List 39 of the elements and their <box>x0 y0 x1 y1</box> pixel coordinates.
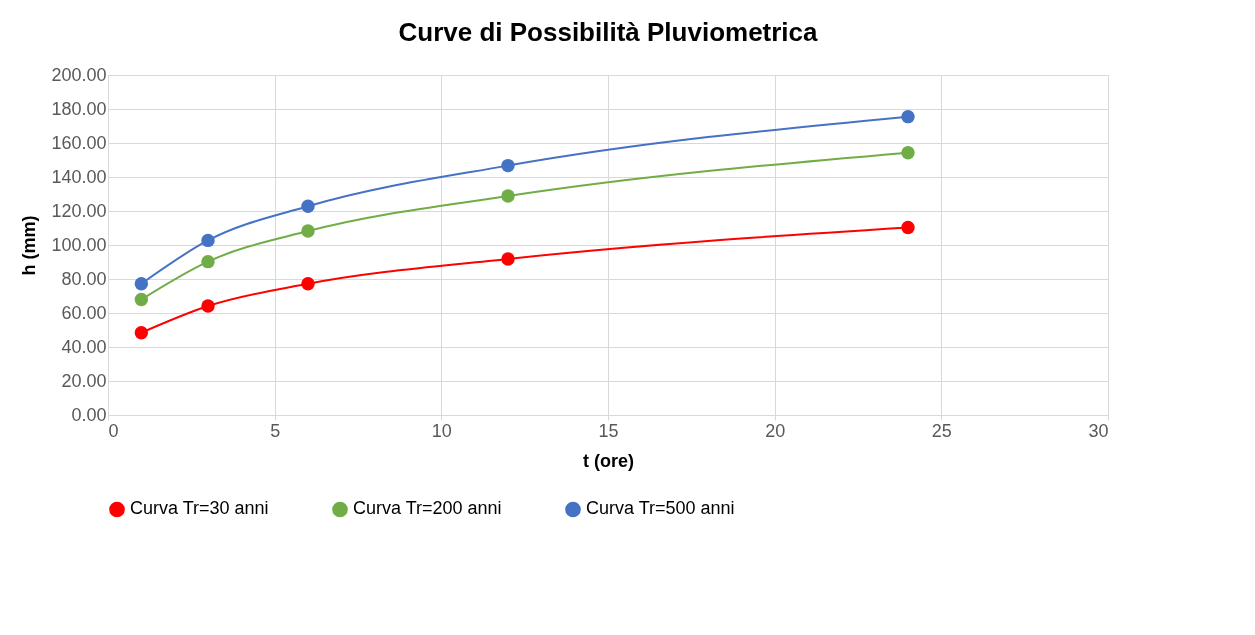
point <box>901 109 915 124</box>
y-tick-label: 60.00 <box>61 302 107 323</box>
y-tick-label: 180.00 <box>51 98 107 119</box>
point <box>201 254 215 269</box>
point <box>201 299 215 313</box>
point <box>134 326 149 340</box>
y-tick-label: 20.00 <box>61 370 107 391</box>
point <box>301 199 315 213</box>
x-tick-label: 5 <box>270 420 281 441</box>
legend-label: Curva Tr=30 anni <box>130 498 269 519</box>
y-axis-title: h (mm) <box>19 215 40 276</box>
point <box>301 224 315 238</box>
y-tick-label: 40.00 <box>61 336 107 357</box>
point <box>501 189 515 203</box>
y-tick-label: 160.00 <box>51 132 107 153</box>
x-tick-label: 15 <box>598 420 619 441</box>
x-tick-label: 10 <box>431 420 452 441</box>
point <box>134 277 149 291</box>
chart-title: Curve di Possibilità Pluviometrica <box>398 17 819 47</box>
point <box>901 220 915 235</box>
x-tick-label: 0 <box>108 420 119 441</box>
point <box>501 158 515 173</box>
y-tick-label: 100.00 <box>51 234 107 255</box>
point <box>501 252 515 266</box>
point <box>134 292 149 307</box>
x-tick-label: 30 <box>1088 420 1109 441</box>
x-axis-title: t (ore) <box>583 450 634 471</box>
x-tick-label: 25 <box>931 420 952 441</box>
y-tick-label: 120.00 <box>51 200 107 221</box>
legend-label: Curva Tr=500 anni <box>586 498 735 519</box>
y-tick-label: 140.00 <box>51 166 107 187</box>
y-tick-label: 0.00 <box>71 404 107 425</box>
x-tick-label: 20 <box>765 420 786 441</box>
legend-label: Curva Tr=200 anni <box>353 498 502 519</box>
y-tick-label: 200.00 <box>51 64 107 85</box>
y-tick-label: 80.00 <box>61 268 107 289</box>
point <box>901 146 915 160</box>
point <box>201 233 215 248</box>
point <box>301 277 315 291</box>
